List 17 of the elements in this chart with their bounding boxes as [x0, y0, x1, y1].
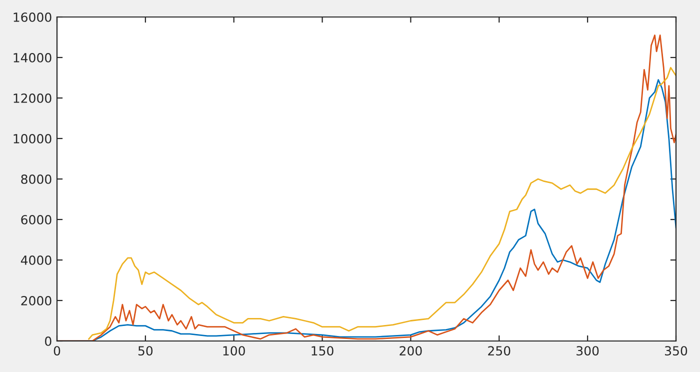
y-tick-label: 6000 — [21, 214, 52, 224]
x-tick-label: 150 — [312, 346, 334, 356]
y-tick-label: 0 — [45, 336, 52, 346]
x-tick-label: 300 — [576, 346, 599, 356]
y-tick-label: 12000 — [14, 93, 52, 103]
y-tick-label: 14000 — [14, 52, 52, 62]
x-tick-label: 100 — [223, 346, 245, 356]
x-tick-label: 50 — [138, 346, 153, 356]
x-tick-label: 200 — [400, 346, 422, 356]
x-tick-label: 0 — [54, 346, 60, 356]
y-tick-label: 4000 — [20, 255, 52, 265]
y-tick-label: 16000 — [14, 12, 52, 22]
y-tick-label: 10000 — [14, 134, 52, 144]
x-tick-label: 350 — [665, 346, 688, 356]
y-tick-label: 8000 — [21, 174, 52, 184]
x-tick-label: 250 — [488, 346, 510, 356]
y-tick-label: 2000 — [21, 296, 52, 306]
